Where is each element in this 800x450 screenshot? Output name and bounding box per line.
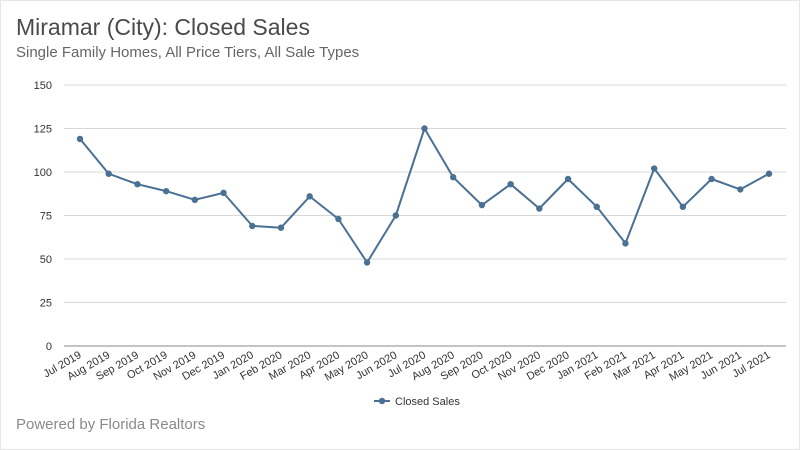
data-point[interactable] xyxy=(76,135,84,143)
y-tick-label: 150 xyxy=(34,80,52,92)
y-tick-label: 25 xyxy=(40,298,52,310)
y-tick-label: 75 xyxy=(40,211,52,223)
data-point[interactable] xyxy=(536,205,543,212)
data-point[interactable] xyxy=(220,189,227,197)
data-point[interactable] xyxy=(737,186,744,193)
data-point[interactable] xyxy=(593,203,600,210)
series-line-closed-sales xyxy=(79,127,770,264)
y-tick-label: 125 xyxy=(34,124,52,136)
legend-label: Closed Sales xyxy=(395,396,460,408)
data-point[interactable] xyxy=(392,212,399,219)
legend[interactable]: Closed Sales xyxy=(374,396,460,408)
chart-title: Miramar (City): Closed Sales xyxy=(16,14,310,40)
footer-credit: Powered by Florida Realtors xyxy=(16,416,206,433)
data-point[interactable] xyxy=(622,240,629,247)
data-point[interactable] xyxy=(249,222,256,230)
data-point[interactable] xyxy=(478,201,486,209)
data-point[interactable] xyxy=(306,193,313,200)
data-point[interactable] xyxy=(105,170,112,177)
y-tick-label: 50 xyxy=(40,254,52,266)
data-point[interactable] xyxy=(564,175,572,183)
chart-subtitle: Single Family Homes, All Price Tiers, Al… xyxy=(16,44,360,61)
grid-lines xyxy=(64,84,786,347)
data-point[interactable] xyxy=(363,259,371,266)
data-point[interactable] xyxy=(162,187,170,195)
y-axis-ticks: 0 25 50 75 100 125 150 xyxy=(34,80,52,353)
data-point[interactable] xyxy=(191,196,199,204)
data-point[interactable] xyxy=(679,203,687,210)
y-tick-label: 0 xyxy=(46,341,52,353)
legend-dot-marker xyxy=(378,397,386,405)
data-point[interactable] xyxy=(450,174,457,181)
data-point[interactable] xyxy=(507,180,514,188)
data-point[interactable] xyxy=(650,165,658,172)
y-tick-label: 100 xyxy=(34,167,52,179)
data-point[interactable] xyxy=(277,224,285,231)
data-point[interactable] xyxy=(134,180,141,188)
data-point[interactable] xyxy=(765,170,773,177)
data-point[interactable] xyxy=(421,125,428,132)
series-layer xyxy=(76,125,773,266)
data-point[interactable] xyxy=(335,215,342,223)
data-point[interactable] xyxy=(708,175,715,183)
